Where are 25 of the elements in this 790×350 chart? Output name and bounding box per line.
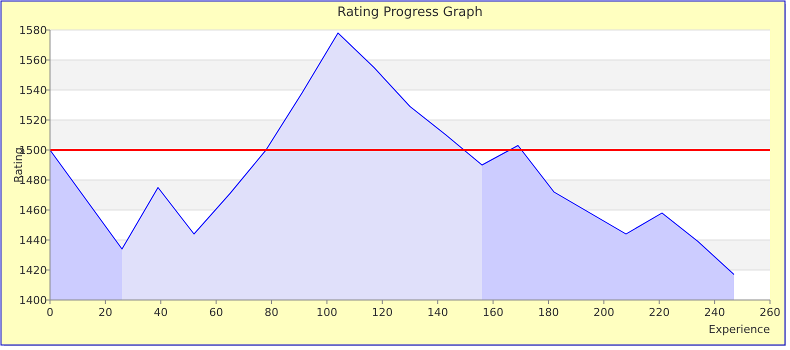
y-tick-label: 1460 [19,204,47,217]
x-tick-label: 220 [648,306,670,319]
x-tick-label: 240 [704,306,726,319]
y-tick-label: 1540 [19,84,47,97]
x-tick-label: 60 [209,306,224,319]
x-tick-label: 0 [46,306,54,319]
x-tick-label: 160 [482,306,504,319]
x-tick-label: 140 [427,306,448,319]
x-tick-label: 20 [98,306,112,319]
line-series [50,32,734,275]
x-tick-label: 180 [538,306,559,319]
y-tick-label: 1420 [19,264,47,277]
x-tick-label: 200 [593,306,614,319]
y-tick-label: 1440 [19,234,47,247]
x-tick-label: 120 [372,306,393,319]
y-tick-label: 1520 [19,114,47,127]
y-tick-label: 1580 [19,24,47,37]
x-tick-label: 260 [760,306,780,319]
x-tick-label: 100 [316,306,338,319]
chart-title: Rating Progress Graph [337,5,483,20]
x-tick-label: 40 [154,306,168,319]
y-tick-label: 1560 [19,54,47,67]
x-axis-title: Experience [708,323,770,336]
x-tick-label: 80 [264,306,279,319]
y-tick-label: 1400 [19,294,47,307]
